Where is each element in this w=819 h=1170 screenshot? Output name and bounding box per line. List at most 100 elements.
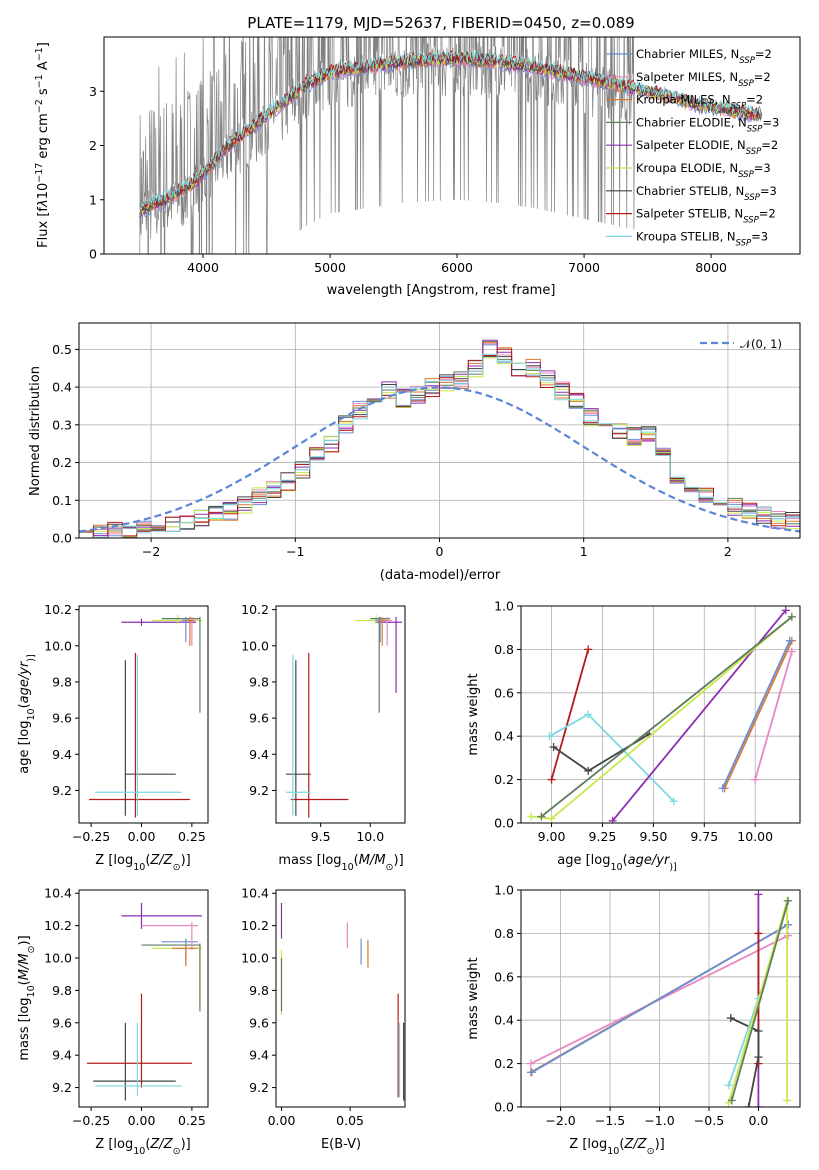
legend-sub: SSP <box>738 79 754 89</box>
axes-frame <box>78 889 209 1108</box>
legend-suffix: =3 <box>751 229 768 243</box>
x-tick-label: 0.0 <box>749 1113 769 1128</box>
y-tick-label: 9.2 <box>249 1080 269 1095</box>
x-tick-label: 9.00 <box>538 829 566 844</box>
label-part: λ <box>36 199 51 208</box>
legend-text: Chabrier ELODIE, N <box>636 115 747 129</box>
label-part: ⊙ <box>173 1146 181 1157</box>
x-tick-label: 9.25 <box>589 829 617 844</box>
y-tick-label: 0.4 <box>494 1013 514 1028</box>
y-tick-label: 10.2 <box>44 602 72 617</box>
x-tick-label: 7000 <box>568 260 600 275</box>
label-part: ⊙ <box>386 862 394 873</box>
y-tick-label: 1.0 <box>494 883 514 898</box>
legend-text: Salpeter STELIB, N <box>636 207 743 221</box>
y-tick-label: 0.5 <box>52 342 72 357</box>
legend-text: Kroupa MILES, N <box>636 93 731 107</box>
figure-title: PLATE=1179, MJD=52637, FIBERID=0450, z=0… <box>247 14 634 32</box>
x-axis-label: (data-model)/error <box>380 568 501 583</box>
label-part: ⊙ <box>173 862 181 873</box>
legend-suffix: =2 <box>759 207 776 221</box>
y-tick-label: 9.4 <box>52 747 72 762</box>
label-part: Z [log <box>569 1137 607 1152</box>
legend-sub: SSP <box>746 147 762 157</box>
label-part: erg cm <box>36 113 51 162</box>
label-part: mass [log <box>278 853 341 868</box>
plot-area <box>526 890 793 1107</box>
y-tick-label: 0.4 <box>52 380 72 395</box>
x-tick-label: −0.25 <box>72 829 110 844</box>
x-axis-label: age [log10(age/yr)] <box>557 853 676 873</box>
y-tick-label: 0.2 <box>494 772 514 787</box>
label-part: 10 <box>36 183 51 200</box>
y-tick-label: 9.4 <box>249 1048 269 1063</box>
label-part: ⊙ <box>26 946 37 954</box>
axes-frame <box>103 36 801 255</box>
y-tick-label: 9.8 <box>249 983 269 998</box>
axes-frame <box>78 605 209 824</box>
label-part: ⊙ <box>647 1146 655 1157</box>
y-axis-label: mass weight <box>466 957 481 1039</box>
y-axis-label: Normed distribution <box>28 366 43 496</box>
y-tick-label: 10.0 <box>241 951 269 966</box>
label-part: )] <box>181 853 191 868</box>
x-axis-label: Z [log10(Z/Z⊙)] <box>95 853 190 873</box>
label-part: −1 <box>34 74 45 88</box>
x-tick-label: 0.05 <box>336 1113 364 1128</box>
y-tick-label: 9.6 <box>249 711 269 726</box>
label-part: M/M <box>359 853 386 868</box>
label-part: Z [log <box>95 1137 133 1152</box>
label-part: )] <box>181 1137 191 1152</box>
y-tick-label: 10.4 <box>44 886 72 901</box>
y-tick-label: 0.0 <box>494 816 514 831</box>
legend-sub: SSP <box>739 56 755 66</box>
weight-line <box>531 923 789 1074</box>
label-part: age [log <box>17 720 32 773</box>
x-tick-label: 0.00 <box>128 1113 156 1128</box>
label-part: 10 <box>26 708 37 720</box>
label-part: )] <box>669 862 676 873</box>
x-tick-label: −0.5 <box>694 1113 724 1128</box>
model-spectrum <box>139 52 762 216</box>
plot-area <box>280 902 405 1101</box>
label-part: Z/Z <box>623 1137 647 1152</box>
y-tick-label: 9.6 <box>249 1015 269 1030</box>
y-tick-label: 10.0 <box>44 951 72 966</box>
legend-label: Chabrier ELODIE, NSSP=3 <box>636 115 779 134</box>
plot-area <box>79 339 800 538</box>
axes-frame <box>520 605 801 824</box>
x-tick-label: 6000 <box>441 260 473 275</box>
x-tick-label: 9.5 <box>311 829 331 844</box>
label-part: )] <box>394 853 404 868</box>
legend-text: Chabrier MILES, N <box>636 47 739 61</box>
legend-sub: SSP <box>738 170 754 180</box>
y-tick-label: 9.2 <box>52 783 72 798</box>
x-tick-label: 0.00 <box>268 1113 296 1128</box>
label-part: s <box>36 88 51 99</box>
legend-sub: SSP <box>736 238 752 248</box>
legend-label: Salpeter ELODIE, NSSP=2 <box>636 138 778 157</box>
y-tick-label: 10.2 <box>241 918 269 933</box>
label-part: age/yr <box>628 853 671 868</box>
age-vs-mass-panel: 9.5 10.0 9.2 9.4 9.6 9.8 10.0 10.2 mass [log10(M… <box>241 602 406 873</box>
model-spectrum <box>139 50 762 215</box>
plot-area <box>527 606 796 823</box>
y-tick-label: 10.0 <box>241 638 269 653</box>
x-tick-label: −2 <box>142 544 160 559</box>
legend-suffix: =2 <box>746 93 763 107</box>
label-part: −1 <box>34 47 45 61</box>
x-tick-label: 0.00 <box>128 829 156 844</box>
legend-suffix: =2 <box>754 70 771 84</box>
x-tick-label: 0 <box>436 544 444 559</box>
legend-suffix: =3 <box>754 161 771 175</box>
legend-suffix: =2 <box>755 47 772 61</box>
legend-suffix: =3 <box>760 184 777 198</box>
label-part: 10 <box>607 1146 619 1157</box>
normal-curve <box>79 386 800 533</box>
axes-frame <box>275 889 406 1108</box>
mass-vs-extinction-panel: 0.00 0.05 9.2 9.4 9.6 9.8 10.0 10.2 10.4 E(B-V) <box>241 886 406 1152</box>
y-tick-label: 0 <box>89 247 97 262</box>
x-tick-label: 10.00 <box>737 829 773 844</box>
legend-label: Chabrier STELIB, NSSP=3 <box>636 184 777 203</box>
